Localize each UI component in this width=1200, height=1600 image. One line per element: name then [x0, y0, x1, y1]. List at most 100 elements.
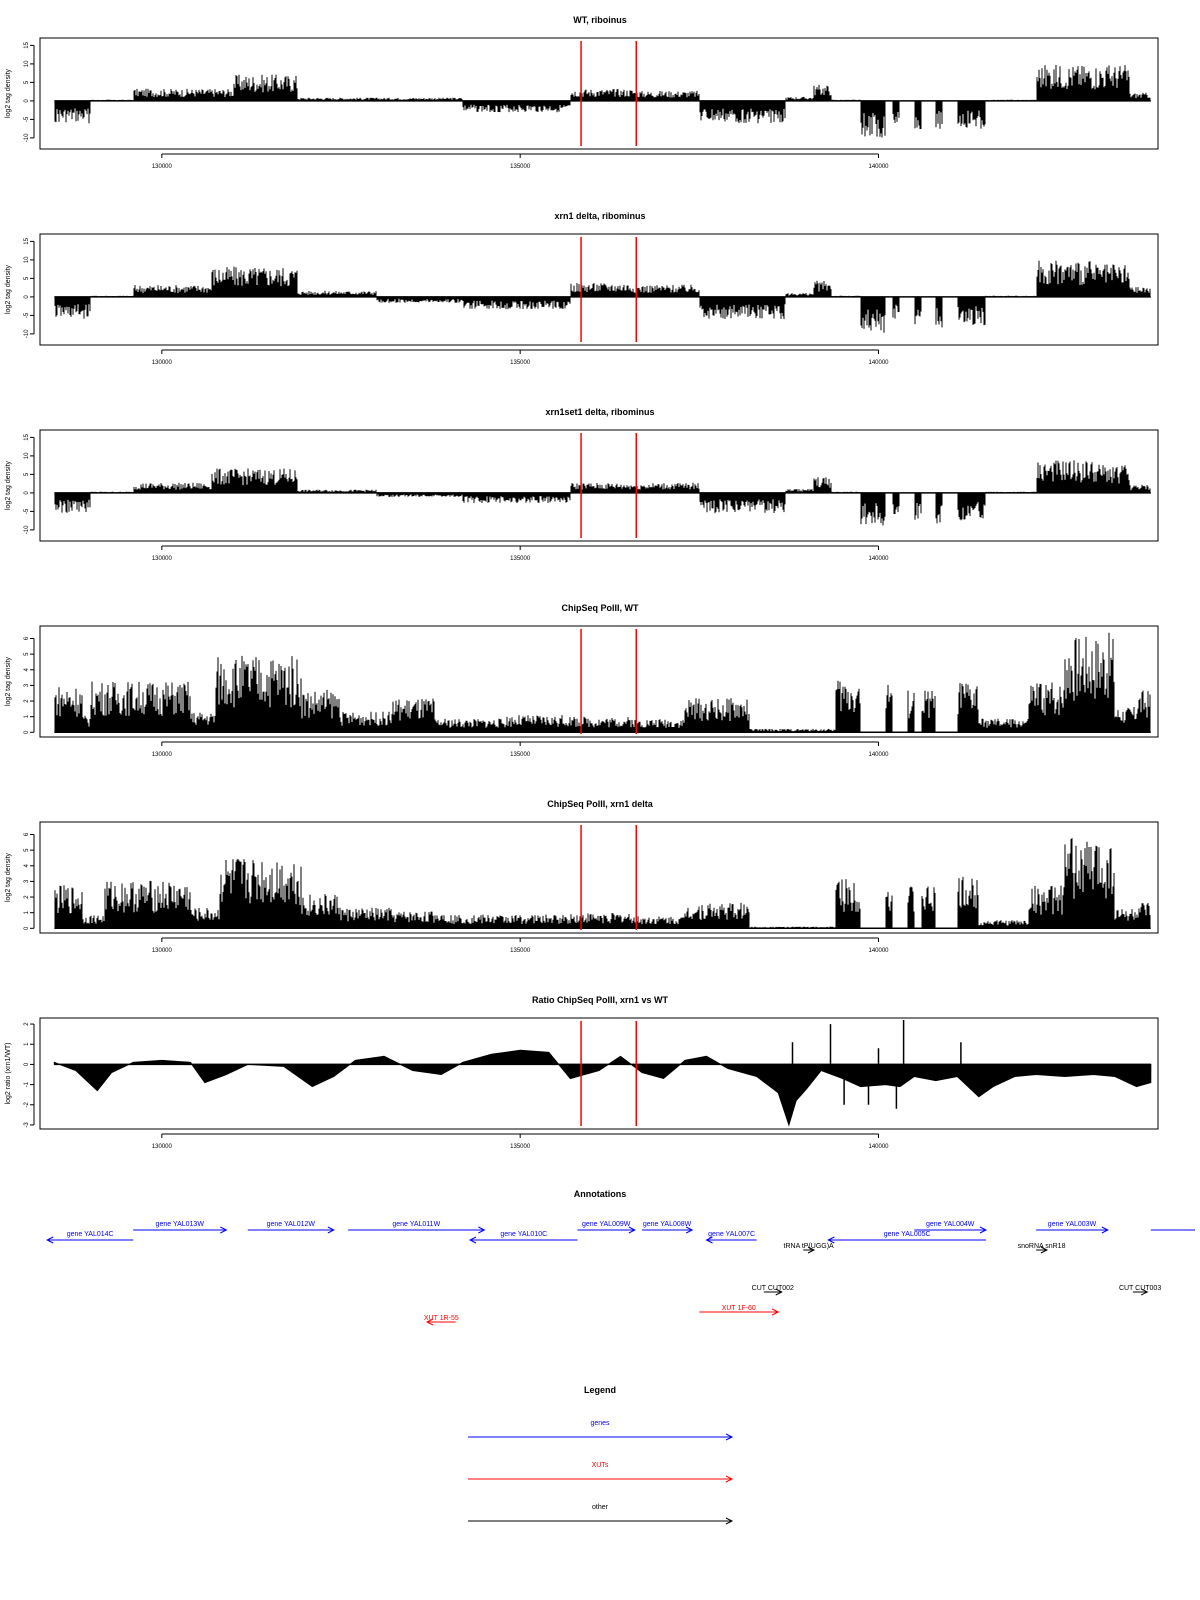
annotation-cut-cut003: CUT CUT003	[1119, 1285, 1161, 1296]
y-axis-label: log2 ratio (xrn1/WT)	[5, 1043, 12, 1105]
legend-panel: Legend genes XUTs other	[468, 1385, 734, 1525]
plot-frame	[39, 1017, 1159, 1130]
y-tick-label: 1	[24, 910, 30, 914]
x-tick-label: 130000	[152, 164, 173, 170]
arrowhead-right	[979, 1226, 988, 1234]
y-axis-label: log2 tag density	[5, 460, 12, 510]
annotations-title: Annotations	[574, 1189, 627, 1199]
legend-arrowhead	[725, 1475, 734, 1483]
arrowhead-right	[1101, 1226, 1109, 1234]
annotation-gene-yal014c: gene YAL014C	[46, 1231, 134, 1244]
y-tick-label: 5	[24, 472, 30, 476]
feature-label: gene YAL014C	[67, 1231, 114, 1238]
feature-label: gene YAL004W	[926, 1221, 975, 1228]
legend-item-gene: genes	[468, 1420, 734, 1441]
y-tick-label: -1	[24, 1081, 30, 1087]
y-tick-label: 0	[24, 926, 30, 930]
annotation-gene-yal007c: gene YAL007C	[705, 1231, 757, 1244]
chart-title: WT, riboinus	[573, 15, 627, 25]
y-tick-label: 2	[24, 1022, 30, 1026]
y-axis-label: log2 tag density	[5, 68, 12, 118]
feature-label: snoRNA snR18	[1018, 1243, 1066, 1250]
legend-title: Legend	[584, 1385, 616, 1395]
chart-panel-5: ChipSeq PolII, xrn1 delta log2 tag densit…	[5, 799, 1159, 954]
y-tick-label: 2	[24, 699, 30, 703]
x-tick-label: 135000	[510, 1144, 531, 1150]
annotation-xut-1f-60: XUT 1F-60	[699, 1305, 780, 1316]
y-tick-label: 4	[24, 667, 30, 671]
x-tick-label: 135000	[510, 360, 531, 366]
y-tick-label: 1	[24, 714, 30, 718]
plot-frame	[39, 429, 1159, 542]
data-bars	[54, 632, 1151, 733]
annotation-gene-yal012w: gene YAL012W	[247, 1221, 335, 1234]
x-tick-label: 130000	[152, 752, 173, 758]
chart-panel-6: Ratio ChipSeq PolII, xrn1 vs WT log2 rati…	[5, 995, 1159, 1150]
ratio-spikes	[791, 1020, 962, 1109]
annotation-gene-yal005c: gene YAL005C	[827, 1231, 986, 1244]
arrowhead-left	[827, 1236, 835, 1244]
plot-frame	[39, 37, 1159, 150]
annotation-gene-yal010c: gene YAL010C	[468, 1231, 578, 1244]
feature-label: XUT 1F-60	[722, 1305, 756, 1312]
y-tick-label: -3	[24, 1122, 30, 1128]
chart-title: ChipSeq PolII, xrn1 delta	[547, 799, 654, 809]
y-tick-label: 5	[24, 276, 30, 280]
feature-label: CUT CUT002	[752, 1285, 794, 1292]
arrowhead-right	[1141, 1288, 1149, 1296]
legend-item-other: other	[468, 1504, 734, 1525]
arrowhead-left	[468, 1236, 477, 1244]
annotation-gene-yal003w: gene YAL003W	[1036, 1221, 1109, 1234]
y-tick-label: -2	[24, 1101, 30, 1107]
y-tick-label: 10	[24, 452, 30, 459]
feature-label: gene YAL009W	[582, 1221, 631, 1228]
arrowhead-left	[425, 1318, 434, 1326]
x-tick-label: 140000	[868, 1144, 889, 1150]
legend-arrowhead	[725, 1517, 734, 1525]
x-tick-label: 140000	[868, 752, 889, 758]
legend-item-xut: XUTs	[468, 1462, 734, 1483]
annotation-gene-yal004w: gene YAL004W	[914, 1221, 988, 1234]
feature-label: gene YAL008W	[643, 1221, 692, 1228]
legend-label: XUTs	[592, 1462, 609, 1469]
y-axis-label: log2 tag density	[5, 656, 12, 706]
x-tick-label: 130000	[152, 948, 173, 954]
feature-label: gene YAL007C	[708, 1231, 755, 1238]
y-axis-label: log2 tag density	[5, 264, 12, 314]
legend-label: other	[592, 1504, 609, 1511]
y-tick-label: 0	[24, 491, 30, 495]
x-tick-label: 135000	[510, 752, 531, 758]
feature-label: tRNA tP(UGG)A	[784, 1243, 835, 1250]
arrowhead-right	[1040, 1246, 1049, 1254]
arrowhead-right	[771, 1308, 780, 1316]
x-tick-label: 130000	[152, 556, 173, 562]
y-tick-label: -5	[24, 312, 30, 318]
x-tick-label: 140000	[868, 360, 889, 366]
feature-label: gene YAL013W	[156, 1221, 205, 1228]
y-tick-label: 0	[24, 99, 30, 103]
y-tick-label: 5	[24, 848, 30, 852]
y-tick-label: 3	[24, 879, 30, 883]
x-tick-label: 130000	[152, 1144, 173, 1150]
annotation-cut-cut002: CUT CUT002	[752, 1285, 794, 1296]
y-tick-label: 15	[24, 41, 30, 48]
chart-panel-2: xrn1 delta, ribominus log2 tag density -10…	[5, 211, 1159, 366]
y-tick-label: -10	[24, 525, 30, 534]
data-bars	[54, 838, 1151, 929]
annotation-gene-yal013w: gene YAL013W	[133, 1221, 228, 1234]
y-tick-label: 0	[24, 730, 30, 734]
legend-label: genes	[590, 1420, 610, 1427]
chart-panel-1: WT, riboinus log2 tag density -10 -5 0 5 10 15 1…	[5, 15, 1159, 170]
annotation-xut-1r-55: XUT 1R-55	[424, 1315, 459, 1326]
feature-label: gene YAL011W	[392, 1221, 440, 1228]
chart-title: ChipSeq PolII, WT	[562, 603, 639, 613]
y-tick-label: 2	[24, 895, 30, 899]
y-tick-label: 6	[24, 636, 30, 640]
feature-label: gene YAL010C	[500, 1231, 547, 1238]
annotation-gene-yal011w: gene YAL011W	[348, 1221, 486, 1234]
annotation-gene-yal008w: gene YAL008W	[642, 1221, 694, 1234]
feature-label: gene YAL003W	[1048, 1221, 1097, 1228]
arrowhead-right	[220, 1226, 228, 1234]
feature-label: XUT 1R-55	[424, 1315, 459, 1322]
arrowhead-right	[685, 1226, 694, 1234]
